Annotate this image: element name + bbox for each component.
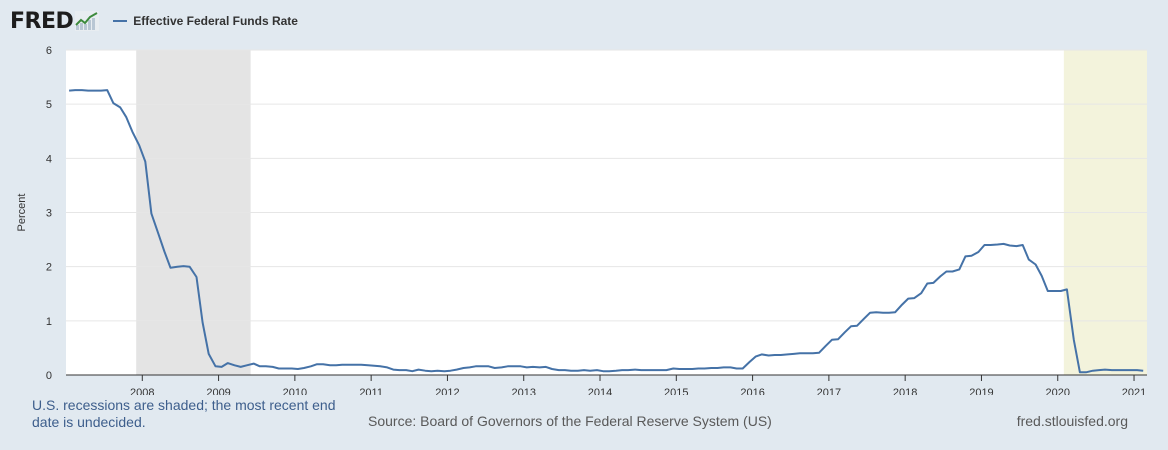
- y-tick-label: 1: [46, 316, 52, 328]
- recession-note: U.S. recessions are shaded; the most rec…: [32, 397, 336, 430]
- x-tick-label: 2011: [359, 387, 383, 395]
- x-tick-label: 2008: [130, 387, 154, 395]
- y-tick-label: 4: [46, 153, 52, 165]
- chart-legend: Effective Federal Funds Rate: [113, 14, 298, 28]
- x-tick-label: 2016: [740, 387, 764, 395]
- y-tick-label: 2: [46, 262, 52, 274]
- y-tick-label: 6: [46, 45, 52, 57]
- x-tick-label: 2009: [206, 387, 230, 395]
- x-tick-label: 2015: [664, 387, 688, 395]
- y-tick-label: 0: [46, 370, 52, 382]
- source-url[interactable]: fred.stlouisfed.org: [1016, 413, 1128, 429]
- fred-logo-text: FRED: [10, 8, 74, 34]
- legend-swatch: [113, 20, 128, 22]
- x-tick-label: 2010: [283, 387, 307, 395]
- fred-logo[interactable]: FRED: [10, 8, 100, 34]
- x-tick-label: 2013: [511, 387, 535, 395]
- series-line-effective-federal-funds-rate: [69, 89, 1144, 374]
- line-chart: 0 1 2 3 4 5 6 2008 2009 2010 2011 2012 2013 2014 2015 2…: [16, 45, 1147, 395]
- source-note: Source: Board of Governors of the Federa…: [368, 413, 772, 429]
- x-tick-label: 2021: [1122, 387, 1146, 395]
- x-tick-label: 2014: [588, 387, 612, 395]
- chart-header: FRED Effective Federal Funds Rate: [10, 6, 298, 36]
- x-tick-label: 2012: [435, 387, 459, 395]
- x-tick-label: 2020: [1046, 387, 1070, 395]
- x-tick-label: 2017: [817, 387, 841, 395]
- y-tick-label: 5: [46, 99, 52, 111]
- legend-label: Effective Federal Funds Rate: [133, 14, 298, 28]
- x-tick-label: 2019: [969, 387, 993, 395]
- y-axis-label: Percent: [16, 194, 28, 232]
- x-tick-label: 2018: [893, 387, 917, 395]
- y-tick-label: 3: [46, 208, 52, 220]
- fred-graph-icon: [75, 11, 100, 31]
